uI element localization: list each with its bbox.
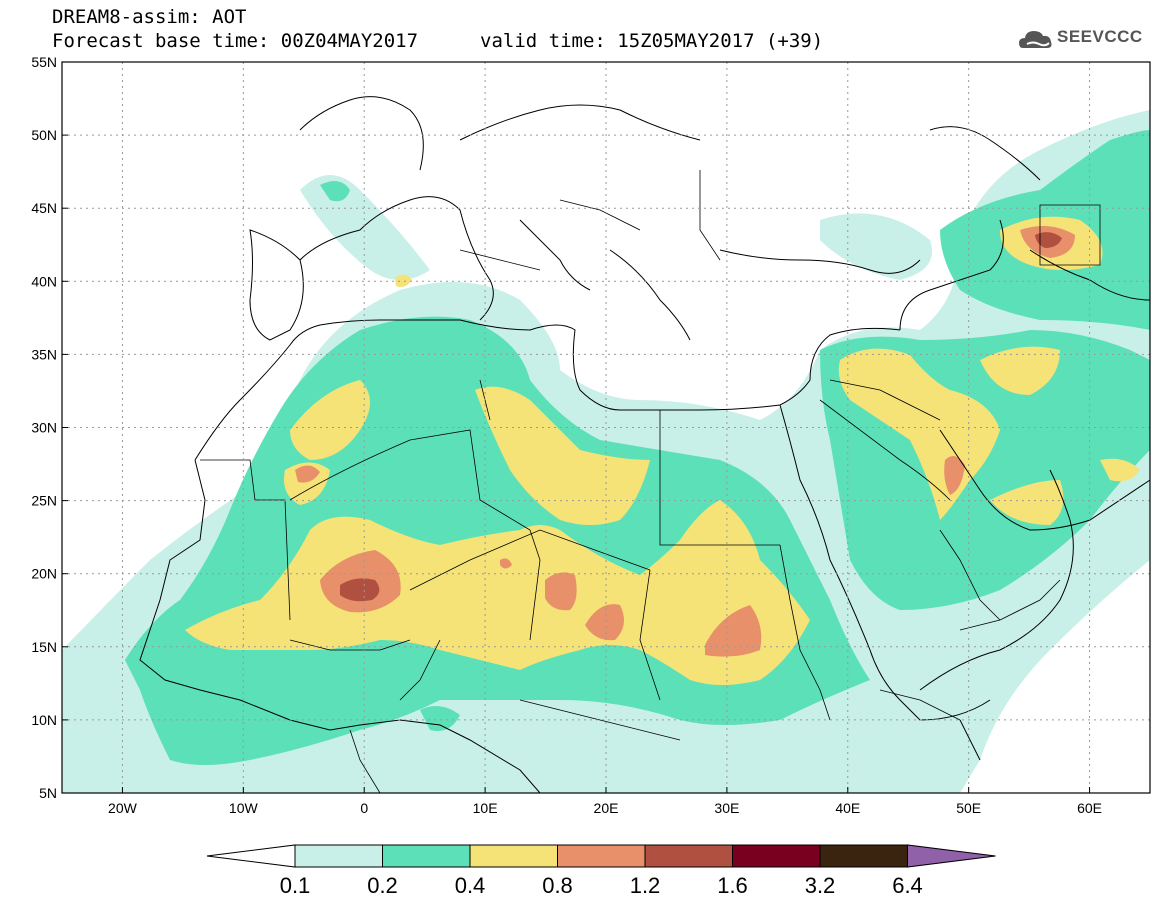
colorbar-under-arrow bbox=[206, 844, 296, 868]
lon-tick-label: 10W bbox=[229, 800, 259, 816]
colorbar-box bbox=[644, 844, 733, 868]
colorbar-level-label: 1.6 bbox=[717, 873, 748, 898]
colorbar-level-label: 0.1 bbox=[280, 873, 311, 898]
lon-tick-label: 50E bbox=[956, 800, 981, 816]
lon-tick-label: 20E bbox=[594, 800, 619, 816]
coastlines bbox=[139, 96, 1150, 793]
colorbar-level-label: 3.2 bbox=[805, 873, 836, 898]
lon-tick-label: 40E bbox=[835, 800, 860, 816]
lat-tick-label: 30N bbox=[31, 420, 57, 436]
colorbar-level-label: 1.2 bbox=[630, 873, 661, 898]
lat-tick-label: 15N bbox=[31, 639, 57, 655]
lat-tick-label: 20N bbox=[31, 566, 57, 582]
colorbar-level-label: 6.4 bbox=[892, 873, 923, 898]
lat-tick-label: 50N bbox=[31, 127, 57, 143]
lat-tick-label: 55N bbox=[31, 54, 57, 70]
colorbar-box bbox=[469, 844, 558, 868]
colorbar-level-label: 0.4 bbox=[455, 873, 486, 898]
lat-tick-label: 45N bbox=[31, 200, 57, 216]
valid-time: valid time: 15Z05MAY2017 (+39) bbox=[480, 30, 824, 52]
lat-tick-label: 40N bbox=[31, 273, 57, 289]
aot-1.2-1.6-region bbox=[340, 232, 1062, 602]
lat-tick-label: 35N bbox=[31, 346, 57, 362]
colorbar-level-label: 0.2 bbox=[367, 873, 398, 898]
map-grid bbox=[62, 62, 1150, 793]
lat-tick-label: 10N bbox=[31, 712, 57, 728]
lat-tick-label: 5N bbox=[39, 785, 57, 801]
forecast-base-time: Forecast base time: 00Z04MAY2017 bbox=[52, 30, 419, 52]
cloud-logo-icon bbox=[1019, 31, 1052, 48]
colorbar-box bbox=[382, 844, 471, 868]
lat-tick-label: 25N bbox=[31, 493, 57, 509]
logo-text: SEEVCCC bbox=[1057, 27, 1143, 46]
colorbar-box bbox=[557, 844, 646, 868]
colorbar-level-label: 0.8 bbox=[542, 873, 573, 898]
chart-title: DREAM8-assim: AOT bbox=[52, 6, 247, 28]
colorbar-labels: 0.1 0.2 0.4 0.8 1.2 1.6 3.2 6.4 bbox=[280, 873, 923, 898]
colorbar-box bbox=[819, 844, 908, 868]
longitude-labels: 20W 10W 0 10E 20E 30E 40E 50E 60E bbox=[108, 800, 1102, 816]
lon-tick-label: 30E bbox=[714, 800, 739, 816]
country-borders bbox=[200, 170, 1101, 793]
axis-ticks bbox=[62, 61, 1091, 794]
aot-field bbox=[62, 62, 1150, 793]
colorbar-box bbox=[732, 844, 821, 868]
lon-tick-label: 0 bbox=[360, 800, 368, 816]
lon-tick-label: 60E bbox=[1077, 800, 1102, 816]
lon-tick-label: 20W bbox=[108, 800, 138, 816]
colorbar bbox=[206, 844, 996, 868]
colorbar-box bbox=[294, 844, 383, 868]
latitude-labels: 5N 10N 15N 20N 25N 30N 35N 40N 45N 50N 55N bbox=[31, 54, 57, 801]
lon-tick-label: 10E bbox=[473, 800, 498, 816]
colorbar-over-arrow bbox=[907, 844, 996, 868]
